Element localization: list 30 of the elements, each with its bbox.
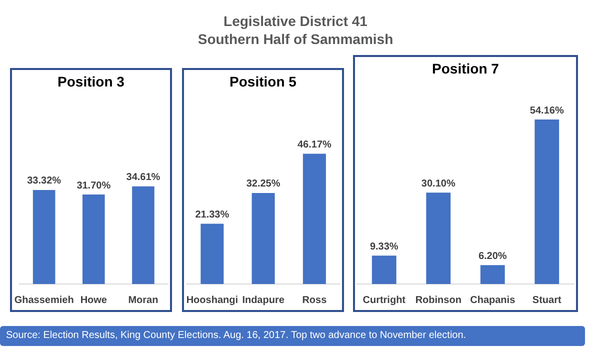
bar xyxy=(534,120,560,284)
data-label: 46.17% xyxy=(297,139,332,150)
data-label: 54.16% xyxy=(530,105,564,116)
x-tick-label: Hooshangi xyxy=(186,294,238,306)
data-label: 34.61% xyxy=(126,172,160,184)
text: Legislative District 41 xyxy=(222,12,368,30)
data-label: 32.25% xyxy=(246,178,280,190)
data-label: 33.32% xyxy=(27,176,62,187)
source-note: Source: Election Results, King County Elections. Aug. 16, 2017. Top two advance to November election. xyxy=(0,326,585,346)
bar xyxy=(372,256,396,284)
chart-title: Position 3 xyxy=(58,73,125,90)
x-tick-label: Indapure xyxy=(242,294,285,306)
data-label: 30.10% xyxy=(421,178,456,190)
data-label: 9.33% xyxy=(370,241,398,252)
bar xyxy=(426,192,451,284)
x-tick-label: Ghassemieh xyxy=(14,294,74,306)
x-tick-label: Ross xyxy=(302,294,328,306)
data-label: 21.33% xyxy=(195,210,230,221)
chart-title: Position 7 xyxy=(432,60,500,76)
chart-title: Position 5 xyxy=(230,73,297,90)
bar xyxy=(480,265,505,284)
data-label: 31.70% xyxy=(76,180,111,192)
x-tick-label: Stuart xyxy=(532,294,562,306)
data-label: 6.20% xyxy=(478,250,507,262)
text: Southern Half of Sammamish xyxy=(196,30,394,48)
x-tick-label: Moran xyxy=(128,294,158,306)
x-tick-label: Howe xyxy=(80,294,108,306)
x-tick-label: Chapanis xyxy=(470,294,516,306)
x-tick-label: Curtright xyxy=(362,294,406,306)
x-tick-label: Robinson xyxy=(415,294,462,306)
